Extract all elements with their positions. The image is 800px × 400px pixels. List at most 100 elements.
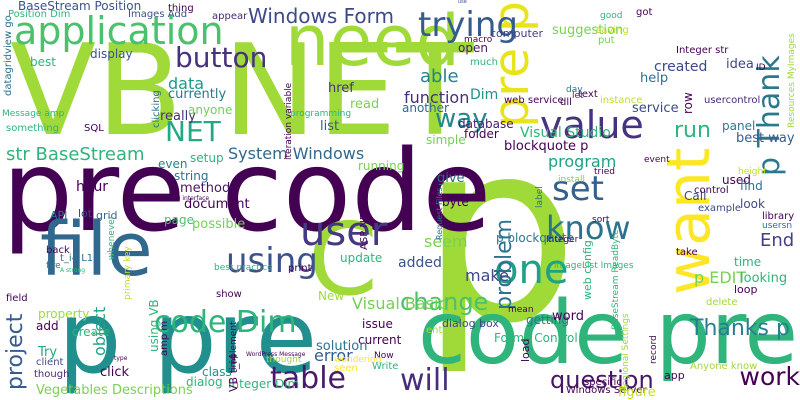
cloud-word: Regional Settings — [621, 313, 631, 392]
cloud-word: open — [458, 41, 488, 55]
cloud-word: ASP NET — [359, 207, 370, 250]
cloud-word: event — [644, 155, 670, 165]
cloud-word: though — [34, 369, 70, 380]
cloud-word: service — [632, 101, 679, 116]
cloud-word: solution — [316, 339, 368, 354]
cloud-word: program — [548, 152, 617, 171]
cloud-word: control — [694, 185, 729, 196]
cloud-word: way — [435, 104, 488, 134]
cloud-word: imageList Images — [554, 261, 634, 271]
cloud-word: seem — [424, 232, 468, 251]
cloud-word: word — [552, 309, 584, 324]
cloud-word: folder — [464, 127, 499, 141]
cloud-word: help — [640, 71, 669, 86]
cloud-word: getting — [526, 313, 569, 327]
cloud-word: code Dim — [154, 305, 297, 340]
cloud-word: file — [40, 207, 153, 293]
cloud-word: figure — [618, 385, 656, 400]
cloud-word: Images Add — [128, 9, 188, 20]
cloud-word: specific — [584, 377, 622, 388]
cloud-word: issue — [362, 317, 393, 331]
cloud-word: ID — [756, 63, 766, 73]
cloud-word: wondering — [334, 355, 382, 365]
cloud-word: Windows Server — [566, 385, 647, 396]
cloud-word: used — [722, 173, 751, 187]
cloud-word: tried — [594, 167, 615, 177]
cloud-word: pre code — [2, 127, 492, 257]
cloud-word: make — [465, 266, 509, 285]
cloud-word: WordPress Message — [246, 351, 306, 358]
cloud-word: New — [318, 289, 345, 303]
cloud-word: Vegetables Descriptions — [36, 383, 193, 398]
cloud-word: running — [358, 159, 405, 173]
cloud-word: fire — [46, 261, 61, 271]
cloud-word: property — [38, 307, 90, 321]
cloud-word: instance — [600, 95, 643, 106]
cloud-word: dialog — [186, 375, 223, 389]
cloud-word: anyone — [188, 103, 233, 117]
cloud-word: question — [550, 366, 654, 394]
cloud-word: macro — [464, 35, 493, 45]
cloud-word: find — [740, 179, 763, 193]
cloud-word: loop — [734, 283, 758, 296]
cloud-word: created — [654, 59, 708, 75]
cloud-word: entry — [426, 325, 453, 336]
cloud-word: iteration variable — [284, 82, 294, 160]
cloud-word: got — [636, 7, 653, 18]
cloud-word: panel — [722, 119, 756, 133]
cloud-word: Anyone know — [690, 361, 758, 372]
cloud-word: list — [320, 119, 340, 134]
cloud-word: button — [175, 41, 268, 74]
cloud-word: str BaseStream — [6, 144, 145, 165]
cloud-word: Write — [372, 361, 399, 372]
cloud-word: label — [535, 186, 545, 208]
cloud-word: Integer — [546, 235, 579, 245]
cloud-word: change — [400, 288, 489, 316]
cloud-word: possible — [192, 217, 246, 232]
cloud-word: blockquote p — [504, 139, 589, 154]
cloud-word: NET — [165, 115, 221, 148]
cloud-word: End — [760, 230, 795, 251]
cloud-word: project — [3, 313, 28, 390]
cloud-word: back — [46, 245, 70, 256]
cloud-word: appear — [212, 11, 248, 22]
cloud-word: byte — [442, 195, 469, 209]
cloud-word: library — [762, 211, 795, 222]
cloud-word: record — [649, 335, 659, 364]
cloud-word: create — [72, 325, 111, 339]
cloud-word: p pre — [58, 279, 318, 396]
cloud-word: show — [216, 289, 242, 300]
cloud-word: API — [50, 209, 68, 222]
cloud-word: thought — [266, 355, 302, 365]
cloud-word: Position Dim — [8, 9, 71, 20]
cloud-word: text — [578, 89, 598, 100]
cloud-word: set — [552, 169, 604, 209]
cloud-word: p Thank — [752, 55, 787, 176]
cloud-word: Visual Studio — [520, 125, 611, 141]
cloud-word: best practice — [214, 263, 273, 273]
cloud-word: VB NET — [10, 17, 474, 164]
cloud-word: sort — [592, 215, 610, 225]
cloud-word: need — [285, 0, 460, 82]
cloud-word: type — [114, 355, 128, 362]
cloud-word: run — [674, 118, 711, 143]
cloud-word: Integer str — [676, 45, 729, 56]
cloud-word: know — [546, 209, 631, 247]
cloud-word: trying — [418, 5, 519, 45]
cloud-word: saving — [596, 25, 629, 36]
cloud-word: Windows Form — [248, 4, 395, 28]
cloud-word: added — [398, 255, 442, 271]
cloud-word: class — [202, 365, 232, 379]
cloud-word: Visual Basic — [352, 294, 448, 313]
cloud-word: let — [572, 91, 584, 101]
cloud-word: thing — [168, 3, 194, 14]
cloud-word: grid — [96, 209, 118, 222]
cloud-word: idea — [726, 57, 754, 72]
cloud-word: another — [402, 101, 449, 115]
cloud-word: C — [308, 201, 378, 318]
cloud-word: load — [519, 338, 532, 362]
cloud-word: usercontrol — [704, 95, 761, 106]
cloud-word: System Windows — [228, 144, 365, 163]
cloud-word: something — [6, 123, 59, 134]
cloud-word: looking — [740, 271, 788, 286]
